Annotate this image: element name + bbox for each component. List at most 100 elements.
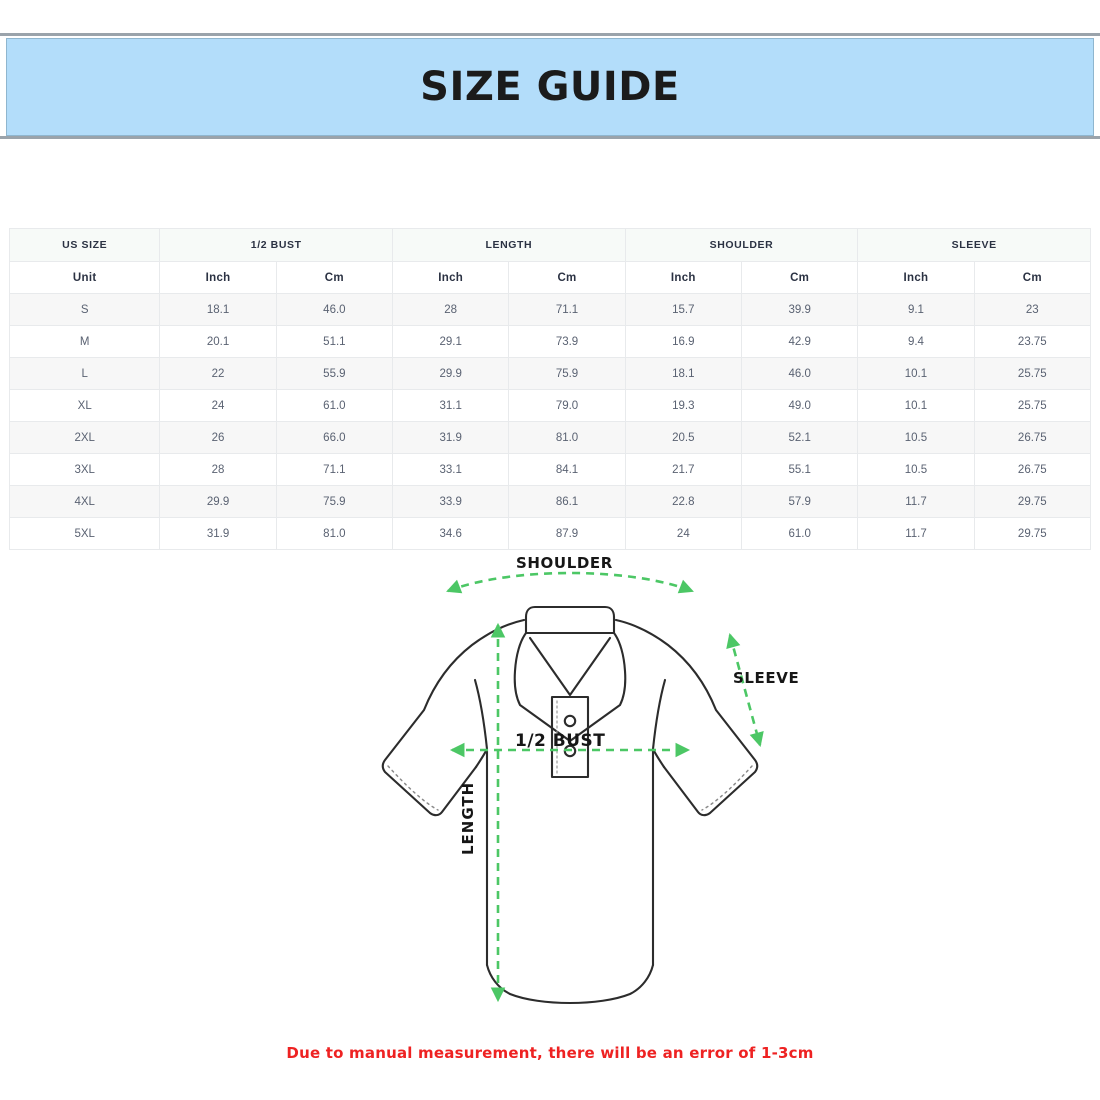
cell-sleeve-inch: 9.4	[857, 325, 975, 358]
table-head: US SIZE 1/2 BUST LENGTH SHOULDER SLEEVE …	[8, 228, 1092, 294]
cell-shoulder-cm: 39.9	[740, 293, 859, 326]
cell-length-inch: 31.1	[392, 389, 510, 422]
cell-length-cm: 84.1	[508, 453, 626, 486]
cell-bust-inch: 29.9	[159, 485, 277, 518]
cell-shoulder-inch: 24	[624, 517, 742, 550]
cell-length-inch: 34.6	[392, 517, 510, 550]
label-length: LENGTH	[459, 781, 477, 855]
unit-header-sleeve-cm: Cm	[973, 261, 1092, 294]
cell-length-cm: 79.0	[508, 389, 626, 422]
cell-size: 4XL	[8, 485, 161, 518]
cell-bust-inch: 24	[159, 389, 277, 422]
cell-sleeve-cm: 26.75	[973, 421, 1092, 454]
cell-bust-cm: 81.0	[275, 517, 394, 550]
cell-sleeve-cm: 26.75	[973, 453, 1092, 486]
label-sleeve: SLEEVE	[733, 669, 800, 687]
measurement-guides	[446, 571, 764, 1003]
page-title: SIZE GUIDE	[420, 64, 680, 110]
cell-shoulder-cm: 61.0	[740, 517, 859, 550]
measurement-diagram: SHOULDER SLEEVE 1/2 BUST LENGTH	[330, 545, 810, 1025]
shoulder-measure-arrow	[446, 571, 694, 594]
measurement-disclaimer: Due to manual measurement, there will be…	[286, 1044, 814, 1062]
cell-length-inch: 33.9	[392, 485, 510, 518]
unit-header-shoulder-cm: Cm	[740, 261, 859, 294]
group-header-us-size: US SIZE	[8, 228, 161, 262]
cell-bust-cm: 71.1	[275, 453, 394, 486]
cell-sleeve-cm: 25.75	[973, 357, 1092, 390]
table-row: 4XL 29.9 75.9 33.9 86.1 22.8 57.9 11.7 2…	[8, 485, 1092, 518]
cell-bust-inch: 28	[159, 453, 277, 486]
cell-sleeve-cm: 23	[973, 293, 1092, 326]
cell-sleeve-inch: 11.7	[857, 485, 975, 518]
unit-header-unit: Unit	[8, 261, 161, 294]
label-half-bust: 1/2 BUST	[515, 731, 606, 751]
group-header-bust: 1/2 BUST	[159, 228, 394, 262]
cell-sleeve-cm: 29.75	[973, 485, 1092, 518]
table-row: 2XL 26 66.0 31.9 81.0 20.5 52.1 10.5 26.…	[8, 421, 1092, 454]
unit-header-length-inch: Inch	[392, 261, 510, 294]
cell-shoulder-cm: 46.0	[740, 357, 859, 390]
polo-shirt-illustration	[381, 571, 764, 1005]
cell-sleeve-inch: 10.1	[857, 357, 975, 390]
label-shoulder: SHOULDER	[516, 554, 613, 572]
table-row: 3XL 28 71.1 33.1 84.1 21.7 55.1 10.5 26.…	[8, 453, 1092, 486]
cell-sleeve-inch: 11.7	[857, 517, 975, 550]
unit-header-length-cm: Cm	[508, 261, 626, 294]
unit-header-row: Unit Inch Cm Inch Cm Inch Cm Inch Cm	[8, 261, 1092, 294]
cell-sleeve-inch: 10.5	[857, 421, 975, 454]
cell-length-cm: 81.0	[508, 421, 626, 454]
cell-bust-cm: 66.0	[275, 421, 394, 454]
cell-sleeve-cm: 23.75	[973, 325, 1092, 358]
table-row: XL 24 61.0 31.1 79.0 19.3 49.0 10.1 25.7…	[8, 389, 1092, 422]
table-body: S 18.1 46.0 28 71.1 15.7 39.9 9.1 23 M 2…	[8, 293, 1092, 550]
banner-inner: SIZE GUIDE	[6, 38, 1094, 136]
cell-shoulder-inch: 20.5	[624, 421, 742, 454]
shirt-outline	[381, 605, 759, 1005]
unit-header-bust-cm: Cm	[275, 261, 394, 294]
cell-bust-inch: 20.1	[159, 325, 277, 358]
size-chart-table: US SIZE 1/2 BUST LENGTH SHOULDER SLEEVE …	[8, 228, 1092, 550]
unit-header-shoulder-inch: Inch	[624, 261, 742, 294]
cell-length-cm: 75.9	[508, 357, 626, 390]
cell-length-inch: 33.1	[392, 453, 510, 486]
cell-shoulder-inch: 18.1	[624, 357, 742, 390]
cell-sleeve-cm: 29.75	[973, 517, 1092, 550]
size-guide-header-banner: SIZE GUIDE	[0, 33, 1100, 139]
cell-shoulder-inch: 19.3	[624, 389, 742, 422]
cell-length-cm: 71.1	[508, 293, 626, 326]
cell-bust-inch: 22	[159, 357, 277, 390]
cell-shoulder-cm: 55.1	[740, 453, 859, 486]
cell-shoulder-inch: 22.8	[624, 485, 742, 518]
cell-bust-cm: 55.9	[275, 357, 394, 390]
cell-size: 2XL	[8, 421, 161, 454]
cell-shoulder-inch: 16.9	[624, 325, 742, 358]
group-header-row: US SIZE 1/2 BUST LENGTH SHOULDER SLEEVE	[8, 228, 1091, 262]
cell-length-inch: 31.9	[392, 421, 510, 454]
cell-length-cm: 87.9	[508, 517, 626, 550]
cell-bust-cm: 46.0	[275, 293, 394, 326]
cell-shoulder-cm: 49.0	[740, 389, 859, 422]
cell-length-cm: 73.9	[508, 325, 626, 358]
cell-shoulder-cm: 57.9	[740, 485, 859, 518]
size-table-container: US SIZE 1/2 BUST LENGTH SHOULDER SLEEVE …	[8, 228, 1092, 550]
cell-bust-inch: 26	[159, 421, 277, 454]
cell-size: XL	[8, 389, 161, 422]
cell-bust-inch: 31.9	[159, 517, 277, 550]
cell-size: S	[8, 293, 161, 326]
cell-length-inch: 28	[392, 293, 510, 326]
cell-shoulder-cm: 42.9	[740, 325, 859, 358]
cell-bust-cm: 75.9	[275, 485, 394, 518]
cell-shoulder-inch: 21.7	[624, 453, 742, 486]
table-row: 5XL 31.9 81.0 34.6 87.9 24 61.0 11.7 29.…	[8, 517, 1092, 550]
cell-bust-cm: 51.1	[275, 325, 394, 358]
cell-bust-inch: 18.1	[159, 293, 277, 326]
sleeve-measure-arrow	[726, 632, 764, 748]
group-header-shoulder: SHOULDER	[624, 228, 859, 262]
cell-bust-cm: 61.0	[275, 389, 394, 422]
cell-size: 3XL	[8, 453, 161, 486]
cell-length-inch: 29.9	[392, 357, 510, 390]
cell-size: M	[8, 325, 161, 358]
cell-sleeve-inch: 10.1	[857, 389, 975, 422]
cell-size: 5XL	[8, 517, 161, 550]
unit-header-bust-inch: Inch	[159, 261, 277, 294]
